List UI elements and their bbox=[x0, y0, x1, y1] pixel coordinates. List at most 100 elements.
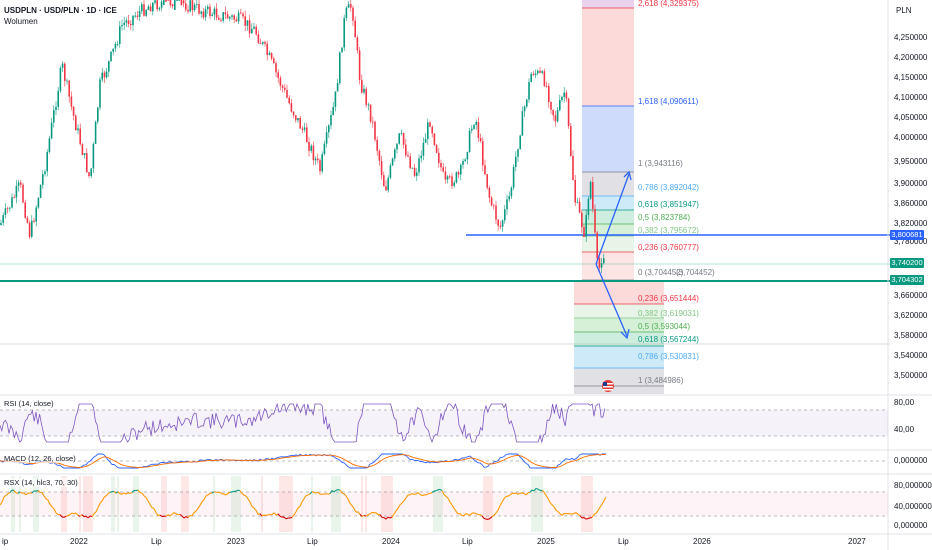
candle-body bbox=[497, 219, 499, 226]
rsx-segment bbox=[537, 488, 541, 491]
rsx-segment bbox=[147, 500, 151, 505]
rsx-segment bbox=[533, 488, 537, 492]
rsx-segment bbox=[391, 513, 395, 518]
candle-body bbox=[209, 6, 211, 16]
candle-body bbox=[493, 205, 495, 207]
price-axis-label: 4,000000 bbox=[894, 133, 928, 142]
candle-body bbox=[187, 9, 189, 12]
candle-body bbox=[468, 130, 471, 153]
candle-body bbox=[24, 202, 26, 218]
time-axis-label: 2024 bbox=[382, 537, 400, 546]
candle-body bbox=[81, 144, 84, 156]
candle-body bbox=[372, 121, 374, 123]
candle-body bbox=[178, 0, 180, 1]
rsx-zone-highlight bbox=[381, 476, 383, 532]
candle-body bbox=[17, 182, 20, 186]
rsx-segment bbox=[503, 495, 507, 500]
candle-body bbox=[279, 77, 282, 86]
candle-body bbox=[28, 222, 31, 237]
rsx-zone-highlight bbox=[365, 476, 367, 532]
rsx-segment bbox=[369, 512, 373, 515]
rsx-segment bbox=[397, 504, 401, 509]
rsx-segment bbox=[141, 492, 145, 497]
rsx-zone-highlight bbox=[361, 476, 363, 532]
rsx-segment bbox=[153, 508, 157, 513]
rsx-zone-highlight bbox=[383, 476, 385, 532]
candle-body bbox=[383, 175, 385, 187]
rsx-zone-highlight bbox=[533, 476, 535, 532]
candle-body bbox=[48, 138, 51, 152]
rsx-segment bbox=[367, 513, 371, 516]
candle-body bbox=[35, 207, 37, 222]
candle-body bbox=[508, 196, 510, 200]
rsx-zone-highlight bbox=[483, 476, 485, 532]
candle-body bbox=[119, 26, 121, 44]
rsx-segment bbox=[363, 514, 367, 517]
fib-label: 1,618 (4,090611) bbox=[638, 97, 699, 106]
candle-body bbox=[484, 165, 486, 175]
rsx-segment bbox=[227, 491, 231, 494]
rsx-segment bbox=[241, 493, 245, 496]
rsx-title[interactable]: RSX (14, hlc3, 70, 30) bbox=[4, 478, 78, 487]
rsx-segment bbox=[303, 495, 307, 500]
candle-body bbox=[231, 15, 233, 17]
rsx-segment bbox=[393, 510, 397, 515]
candle-body bbox=[477, 121, 480, 138]
candle-body bbox=[457, 172, 460, 175]
candle-body bbox=[567, 98, 570, 127]
candle-body bbox=[589, 181, 592, 199]
rsx-zone-highlight bbox=[89, 476, 91, 532]
candle-body bbox=[341, 47, 343, 53]
candle-body bbox=[376, 139, 378, 151]
rsx-segment bbox=[481, 515, 485, 519]
candle-body bbox=[242, 13, 244, 17]
rsx-zone-highlight bbox=[289, 476, 291, 532]
rsx-segment bbox=[583, 517, 587, 520]
candle-body bbox=[422, 142, 425, 156]
rsx-segment bbox=[299, 501, 303, 507]
rsx-segment bbox=[331, 490, 335, 493]
candle-body bbox=[515, 156, 517, 168]
candle-body bbox=[86, 153, 88, 173]
candle-body bbox=[11, 197, 13, 208]
rsi-title[interactable]: RSI (14, close) bbox=[4, 399, 54, 408]
candle-body bbox=[424, 139, 427, 143]
candle-body bbox=[9, 207, 11, 209]
rsx-segment bbox=[441, 490, 445, 495]
candle-body bbox=[598, 258, 601, 268]
candle-body bbox=[147, 6, 150, 11]
rsx-segment bbox=[439, 488, 443, 492]
candle-body bbox=[57, 90, 59, 107]
rsx-zone-highlight bbox=[291, 476, 293, 532]
rsx-zone-highlight bbox=[441, 476, 443, 532]
fib-label: 1 (3,484986) bbox=[638, 376, 684, 385]
candle-body bbox=[134, 15, 136, 17]
rsx-highlights bbox=[11, 476, 593, 532]
fib-label: 0 (3,704452) bbox=[638, 268, 684, 277]
rsx-segment bbox=[9, 489, 13, 493]
candle-body bbox=[127, 20, 130, 24]
time-axis-label: 2027 bbox=[848, 537, 866, 546]
rsx-segment bbox=[75, 512, 79, 516]
rsx-zone-highlight bbox=[591, 476, 593, 532]
rsx-segment bbox=[455, 510, 459, 515]
candle-body bbox=[189, 0, 191, 12]
candle-body bbox=[380, 160, 383, 176]
candle-body bbox=[26, 217, 29, 223]
candle-body bbox=[114, 43, 117, 49]
candle-body bbox=[596, 232, 598, 259]
candle-body bbox=[299, 117, 301, 129]
rsx-segment bbox=[561, 512, 565, 516]
candle-body bbox=[264, 42, 266, 44]
rsx-segment bbox=[115, 491, 119, 494]
rsx-segment bbox=[95, 507, 99, 513]
candle-body bbox=[486, 174, 488, 188]
rsx-segment bbox=[255, 510, 259, 515]
rsx-segment bbox=[463, 513, 467, 516]
candle-body bbox=[266, 43, 268, 55]
rsx-segment bbox=[467, 514, 471, 516]
rsx-segment bbox=[59, 514, 63, 518]
macd-title[interactable]: MACD (12, 26, close) bbox=[4, 454, 76, 463]
currency-label[interactable]: PLN bbox=[896, 6, 912, 15]
